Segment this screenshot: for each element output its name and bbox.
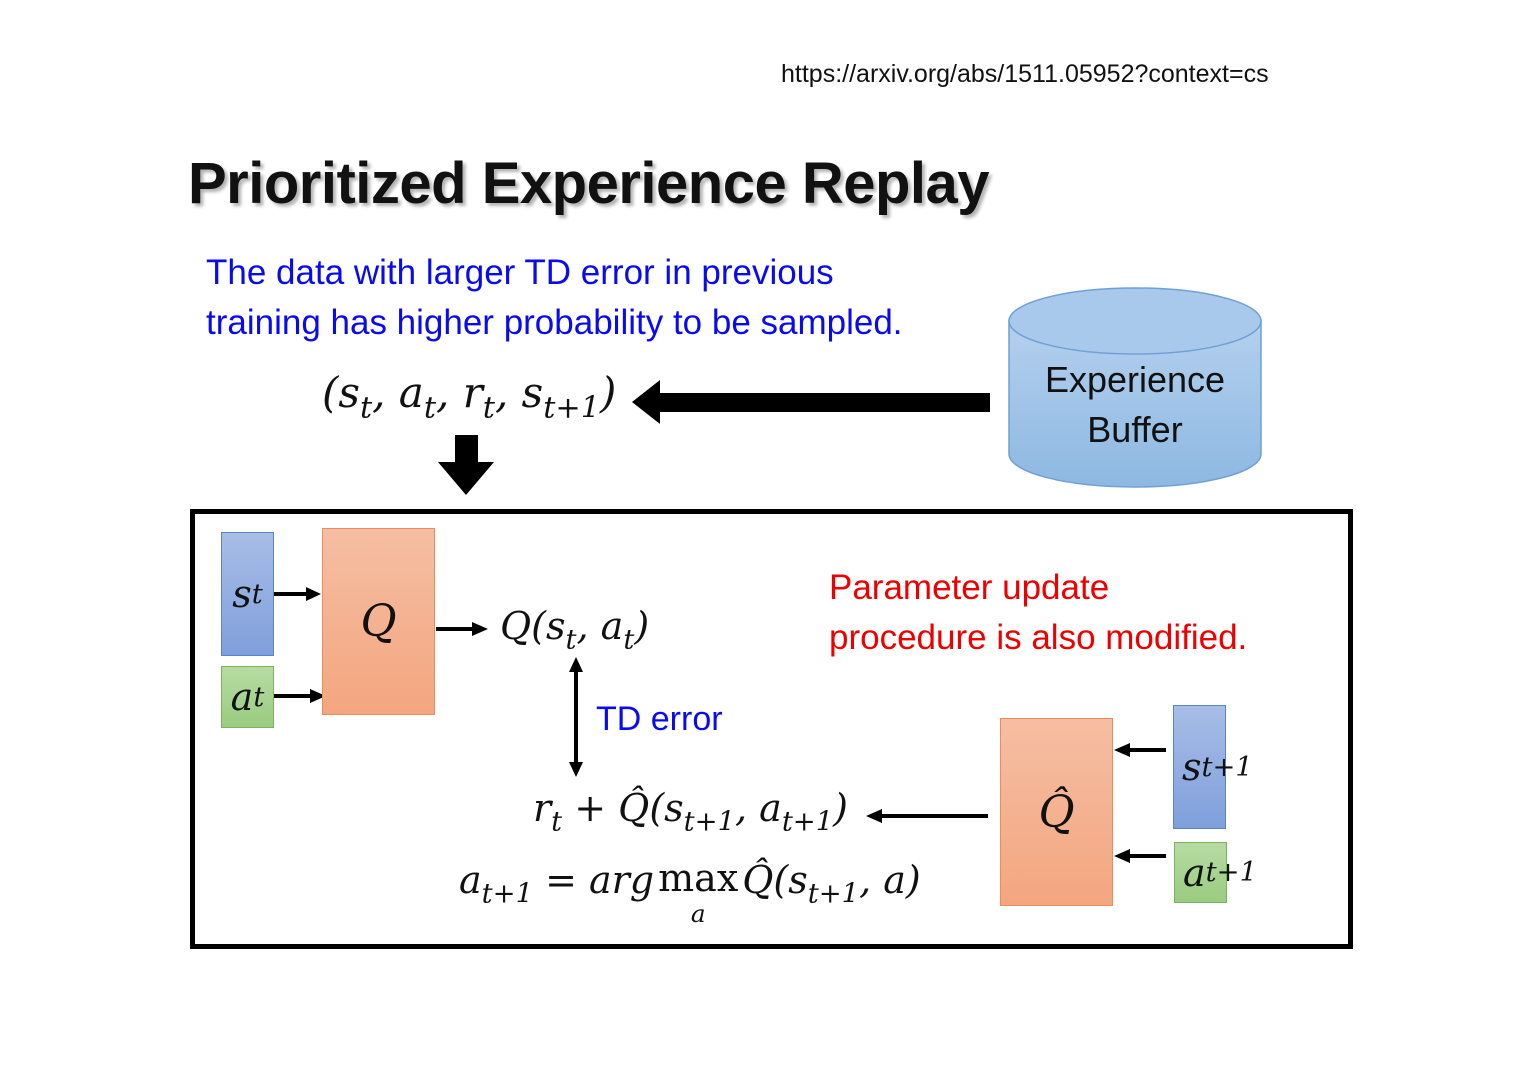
- buffer-label-line-1: Experience: [1044, 359, 1226, 400]
- math-subscript: t: [482, 390, 495, 426]
- math-subscript: t+1: [781, 806, 834, 838]
- source-url[interactable]: https://arxiv.org/abs/1511.05952?context…: [781, 60, 1269, 88]
- math-token: r: [533, 786, 552, 830]
- target-formula: rt + Q̂(st+1, at+1): [533, 786, 848, 838]
- q-network-label: Q: [360, 596, 397, 647]
- description-line-2: training has higher probability to be sa…: [206, 303, 903, 342]
- math-token: ): [833, 786, 848, 830]
- action-formula-rhs: Q̂(st+1, a): [742, 858, 920, 910]
- note-line-1: Parameter update: [829, 568, 1110, 607]
- math-token: = arg: [532, 858, 655, 902]
- math-subscript: t+1: [481, 878, 533, 910]
- math-subscript: t: [623, 624, 635, 656]
- math-subscript: t: [423, 390, 437, 426]
- max-label: max: [658, 856, 739, 900]
- max-subscript: a: [690, 898, 706, 928]
- math-token: s: [232, 572, 252, 616]
- math-subscript: t+1: [807, 878, 860, 910]
- math-subscript: t: [551, 806, 563, 838]
- slide-title: Prioritized Experience Replay: [188, 151, 990, 216]
- down-arrow: [438, 435, 494, 495]
- update-procedure-frame: [190, 509, 1353, 949]
- math-token: , r: [436, 368, 483, 417]
- math-subscript: t+1: [543, 390, 600, 426]
- next-state-box: s t+1: [1173, 705, 1253, 829]
- math-token: , a: [734, 786, 782, 830]
- math-subscript: t+1: [683, 806, 735, 838]
- math-subscript: t: [253, 681, 265, 713]
- target-network-box: Q̂: [1000, 718, 1113, 906]
- action-formula-lhs: at+1 = arg: [459, 858, 654, 910]
- arrow-target-output: [866, 809, 988, 823]
- experience-buffer-label: Experience Buffer: [1008, 355, 1262, 455]
- math-token: a: [459, 858, 482, 902]
- experience-buffer-cylinder: [1008, 287, 1262, 488]
- q-output: Q(st, at): [500, 604, 649, 656]
- math-token: Q̂(s: [742, 858, 808, 902]
- action-selection-formula: at+1 = arg max a Q̂(st+1, a): [459, 856, 921, 928]
- math-subscript: t: [251, 578, 263, 610]
- math-token: , a: [576, 604, 624, 648]
- description-line-1: The data with larger TD error in previou…: [206, 253, 834, 292]
- parameter-update-note: Parameter update procedure is also modif…: [829, 563, 1247, 663]
- q-network-box: Q: [322, 528, 435, 715]
- arrow-q-output: [436, 622, 488, 636]
- buffer-label-line-2: Buffer: [1087, 409, 1183, 450]
- next-action-box: a t+1: [1174, 842, 1257, 903]
- max-operator: max a: [658, 856, 739, 928]
- math-token: s: [1182, 745, 1202, 789]
- td-error-double-arrow: [569, 657, 583, 777]
- arrow-action-to-q: [274, 689, 326, 703]
- math-subscript: t+1: [1201, 751, 1253, 783]
- arrow-state-to-q: [274, 587, 321, 601]
- math-token: , s: [494, 368, 544, 417]
- math-token: (s: [322, 368, 360, 417]
- math-token: + Q̂(s: [562, 786, 684, 830]
- math-token: a: [230, 675, 254, 719]
- transition-tuple: (st, at, rt, st+1): [322, 368, 616, 426]
- arrow-next-state-to-target: [1114, 743, 1166, 757]
- math-token: Q(s: [500, 604, 566, 648]
- math-token: a: [1183, 850, 1206, 895]
- math-token: ): [599, 368, 617, 417]
- math-token: , a): [859, 858, 921, 902]
- math-subscript: t+1: [1205, 857, 1257, 888]
- note-line-2: procedure is also modified.: [829, 618, 1248, 657]
- sample-arrow: [632, 380, 990, 424]
- target-network-label: Q̂: [1038, 786, 1075, 838]
- math-subscript: t: [565, 624, 577, 656]
- math-subscript: t: [359, 390, 373, 426]
- description-text: The data with larger TD error in previou…: [206, 248, 903, 348]
- math-token: , a: [372, 368, 424, 417]
- td-error-label: TD error: [596, 700, 723, 738]
- arrow-next-action-to-target: [1114, 849, 1166, 863]
- math-token: ): [634, 604, 650, 648]
